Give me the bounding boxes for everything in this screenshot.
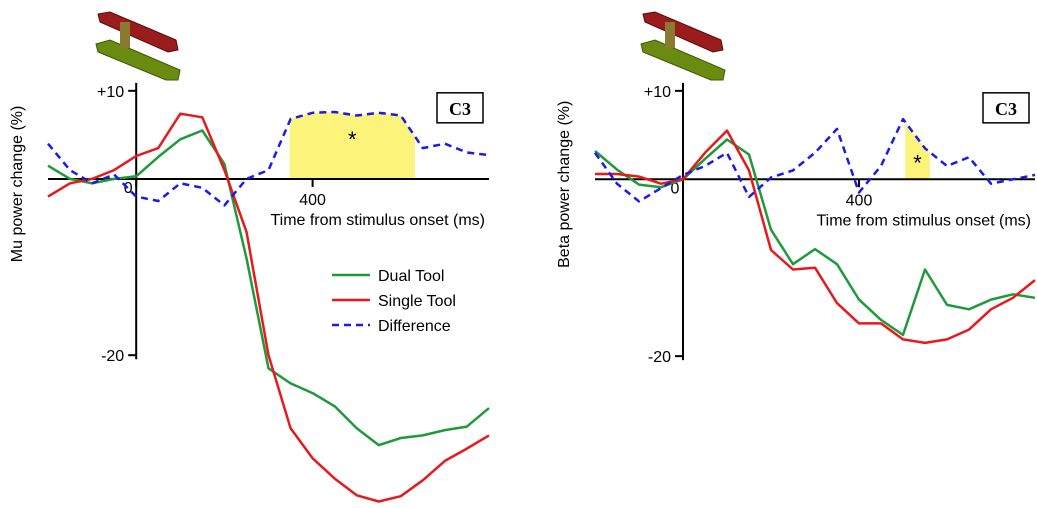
label-box <box>982 92 1030 124</box>
x-axis-label: Time from stimulus onset (ms) <box>816 212 1031 229</box>
tool-image <box>95 11 181 81</box>
x-tick-label: 0 <box>671 180 680 197</box>
label-box-text: C3 <box>449 99 471 119</box>
line <box>47 112 490 503</box>
line <box>47 110 490 207</box>
x-tick-label: 400 <box>846 192 873 209</box>
tool-image <box>640 11 726 81</box>
legend-label: Dual Tool <box>378 268 444 285</box>
panel: * +10 -20 0 400 Time from stimulus onset (ms)… <box>9 82 490 503</box>
y-axis-label: Mu power change (%) <box>9 106 26 263</box>
legend-label: Single Tool <box>378 293 456 310</box>
significance-mark: * <box>348 127 357 152</box>
line <box>595 129 1036 345</box>
significance-mark: * <box>913 150 922 175</box>
line <box>47 129 490 447</box>
label-box-text: C3 <box>995 99 1017 119</box>
label-box <box>436 92 484 124</box>
y-axis-label: Beta power change (%) <box>556 101 573 268</box>
y-tick-label: -20 <box>648 349 671 366</box>
panel: * +10 -20 0 400 Time from stimulus onset (ms)… <box>556 82 1036 366</box>
line <box>593 117 1036 203</box>
y-tick-label: -20 <box>101 348 124 365</box>
x-tick-label: 0 <box>124 180 133 197</box>
x-tick-label: 400 <box>299 192 326 209</box>
y-tick-label: +10 <box>97 84 124 101</box>
y-tick-label: +10 <box>644 84 671 101</box>
line <box>594 138 1036 337</box>
legend-label: Difference <box>378 318 451 335</box>
x-axis-label: Time from stimulus onset (ms) <box>270 212 485 229</box>
significance-region <box>289 111 415 179</box>
significance-region <box>905 122 930 180</box>
